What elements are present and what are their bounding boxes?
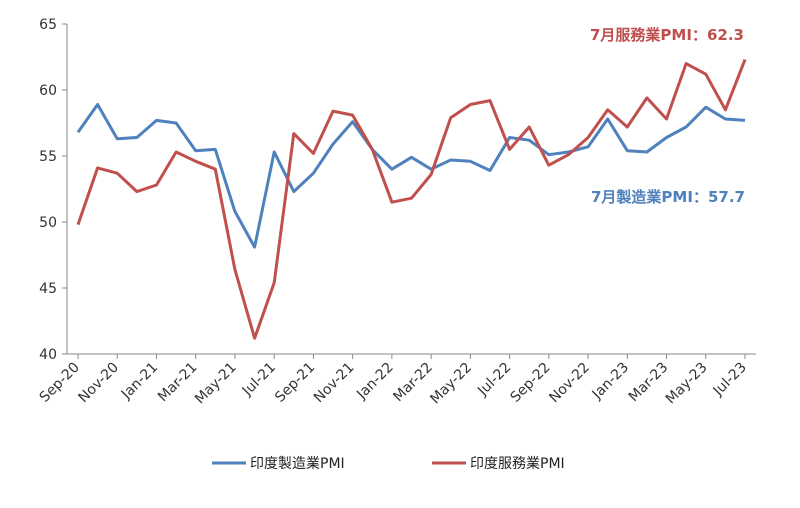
x-tick-label: Jan-21 [118, 360, 161, 403]
manufacturing-pmi-annotation: 7月製造業PMI：57.7 [591, 188, 745, 206]
x-tick-label: Sep-21 [272, 360, 318, 406]
service-pmi-annotation: 7月服務業PMI：62.3 [590, 26, 744, 44]
series-line-services [76, 59, 747, 340]
legend: 印度製造業PMI 印度服務業PMI [212, 456, 565, 472]
x-tick-label: Nov-20 [76, 360, 123, 407]
x-tick-label: Jan-22 [353, 360, 396, 403]
y-tick-label: 40 [39, 347, 57, 363]
chart-axes: 404550556065Sep-20Nov-20Jan-21Mar-21May-… [37, 17, 756, 407]
legend-label-manufacturing: 印度製造業PMI [250, 456, 345, 472]
y-tick-label: 55 [39, 149, 57, 165]
x-tick-label: Nov-22 [546, 360, 593, 407]
y-tick-label: 65 [39, 17, 57, 33]
x-tick-label: Sep-20 [37, 360, 83, 406]
legend-label-services: 印度服務業PMI [470, 456, 565, 472]
y-tick-label: 45 [39, 281, 57, 297]
x-tick-label: Sep-22 [508, 360, 554, 406]
y-tick-label: 50 [39, 215, 57, 231]
x-tick-label: Jan-23 [589, 360, 632, 403]
x-tick-label: May-22 [427, 360, 475, 408]
x-tick-label: May-21 [192, 360, 240, 408]
series-layer [76, 59, 747, 340]
x-tick-label: Nov-21 [311, 360, 358, 407]
series-line-manufacturing [76, 103, 746, 249]
y-tick-label: 60 [39, 83, 57, 99]
x-tick-label: May-23 [663, 360, 711, 408]
x-tick-label: Jul-23 [710, 360, 750, 400]
